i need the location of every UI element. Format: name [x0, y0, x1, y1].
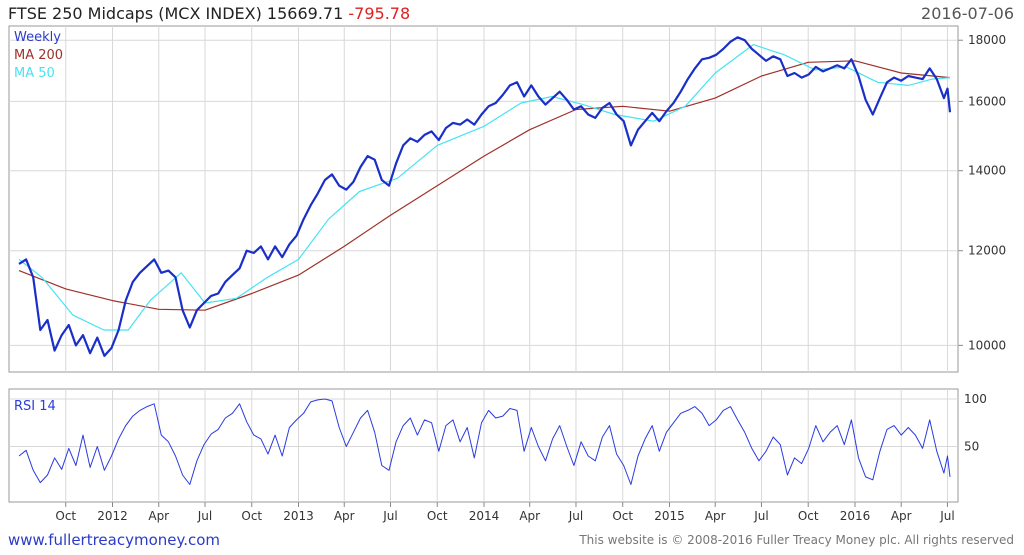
x-tick-label: 2016 [840, 509, 871, 523]
price-change: -795.78 [348, 4, 411, 23]
x-tick-label: Oct [55, 509, 76, 523]
copyright-text: This website is © 2008-2016 Fuller Treac… [579, 533, 1014, 547]
legend-weekly: Weekly [14, 30, 61, 45]
rsi-panel: 50 100 [8, 388, 987, 503]
price-y-tick-label: 10000 [968, 338, 1006, 352]
x-tick-label: 2015 [654, 509, 685, 523]
price-y-tick-label: 12000 [968, 244, 1006, 258]
rsi-y-tick-label: 50 [964, 440, 979, 454]
x-tick-label: Jul [382, 509, 397, 523]
ma50-line [18, 44, 951, 331]
price-legend: Weekly MA 200 MA 50 [14, 29, 63, 83]
price-series-group [18, 36, 952, 357]
x-tick-label: Oct [241, 509, 262, 523]
x-tick-label: Apr [148, 509, 169, 523]
x-tick-label: Apr [519, 509, 540, 523]
weekly-price-line [18, 36, 952, 357]
price-y-tick-label: 16000 [968, 94, 1006, 108]
price-panel: 10000 12000 14000 16000 18000 [8, 25, 1006, 373]
x-tick-label: Apr [891, 509, 912, 523]
chart-title: FTSE 250 Midcaps (MCX INDEX) 15669.71 -7… [8, 4, 410, 23]
x-tick-label: Jul [753, 509, 768, 523]
chart-date: 2016-07-06 [921, 4, 1014, 23]
ma200-line [18, 60, 951, 311]
x-tick-label: 2014 [469, 509, 500, 523]
x-tick-label: Oct [612, 509, 633, 523]
x-tick-label: Jul [568, 509, 583, 523]
x-tick-label: Oct [427, 509, 448, 523]
legend-ma200: MA 200 [14, 48, 64, 63]
price-y-tick-label: 18000 [968, 33, 1006, 47]
price-grid [9, 26, 958, 372]
x-tick-label: Apr [705, 509, 726, 523]
rsi-y-axis: 50 100 [964, 392, 987, 454]
x-axis: Oct 2012 Apr Jul Oct 2013 Apr Jul Oct 2014 Apr Jul O… [55, 502, 955, 523]
legend-ma50: MA 50 [14, 66, 55, 81]
symbol-title: FTSE 250 Midcaps (MCX INDEX) 15669.71 [8, 4, 344, 23]
x-tick-label: Jul [197, 509, 212, 523]
x-tick-label: Oct [798, 509, 819, 523]
x-tick-label: 2013 [283, 509, 314, 523]
price-y-axis: 10000 12000 14000 16000 18000 [958, 33, 1006, 352]
rsi-legend: RSI 14 [14, 398, 56, 416]
x-tick-label: 2012 [97, 509, 128, 523]
rsi-y-tick-label: 100 [964, 392, 987, 406]
legend-rsi: RSI 14 [14, 399, 56, 414]
rsi-line [18, 398, 951, 485]
site-link[interactable]: www.fullertreacymoney.com [8, 531, 221, 549]
rsi-grid [9, 389, 958, 502]
x-tick-label: Apr [334, 509, 355, 523]
rsi-series-group [18, 398, 951, 485]
price-y-tick-label: 14000 [968, 164, 1006, 178]
x-tick-label: Jul [939, 509, 954, 523]
